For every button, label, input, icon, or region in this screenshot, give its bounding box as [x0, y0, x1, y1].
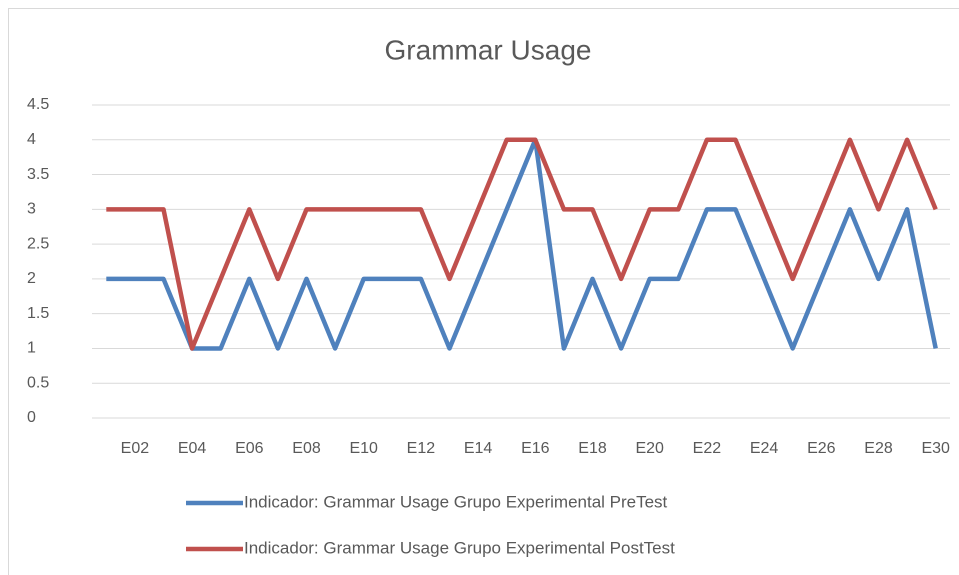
y-tick-label: 1.5 [27, 305, 49, 322]
x-tick-label: E24 [750, 440, 779, 457]
y-tick-label: 1 [27, 340, 36, 357]
chart-title: Grammar Usage [385, 34, 592, 65]
y-tick-label: 0 [27, 409, 36, 426]
x-tick-label: E10 [349, 440, 378, 457]
x-tick-label: E18 [578, 440, 607, 457]
x-tick-label: E04 [178, 440, 207, 457]
x-tick-label: E08 [292, 440, 321, 457]
x-tick-label: E22 [693, 440, 722, 457]
x-tick-label: E14 [464, 440, 493, 457]
x-tick-label: E02 [121, 440, 150, 457]
y-tick-label: 0.5 [27, 374, 49, 391]
x-tick-label: E30 [921, 440, 950, 457]
y-tick-label: 2.5 [27, 235, 49, 252]
legend-label: Indicador: Grammar Usage Grupo Experimen… [244, 492, 668, 511]
x-tick-label: E06 [235, 440, 264, 457]
x-tick-label: E12 [407, 440, 436, 457]
y-tick-label: 3 [27, 201, 36, 218]
x-tick-label: E20 [635, 440, 664, 457]
x-tick-label: E16 [521, 440, 550, 457]
y-tick-label: 4.5 [27, 96, 49, 113]
series-line [106, 137, 938, 351]
x-tick-label: E26 [807, 440, 836, 457]
legend-label: Indicador: Grammar Usage Grupo Experimen… [244, 538, 675, 557]
y-tick-label: 3.5 [27, 166, 49, 183]
y-tick-label: 2 [27, 270, 36, 287]
series-line [106, 137, 938, 351]
x-tick-label: E28 [864, 440, 893, 457]
y-tick-label: 4 [27, 131, 36, 148]
